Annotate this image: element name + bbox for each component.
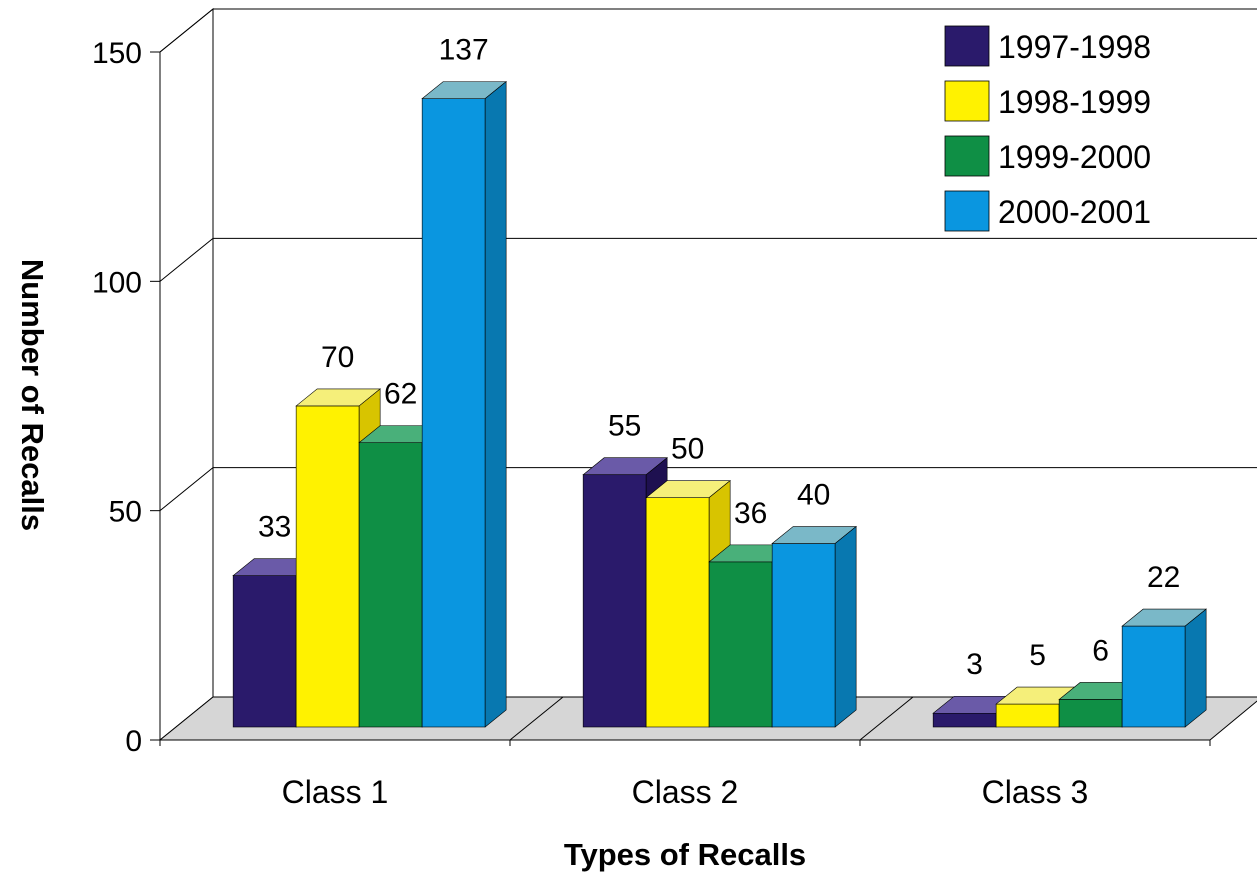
legend: 1997-1998 1998-1999 1999-2000 2000-2001 xyxy=(944,25,1151,232)
floor-divider xyxy=(859,696,914,741)
left-wall xyxy=(159,7,214,742)
value-label: 3 xyxy=(966,648,983,681)
legend-swatch xyxy=(944,25,990,67)
x-axis-title: Types of Recalls xyxy=(564,837,806,872)
bar-front xyxy=(995,703,1060,728)
bar-front xyxy=(708,561,773,728)
bar xyxy=(1121,608,1207,728)
gridlines xyxy=(159,8,1257,512)
bars xyxy=(232,80,1207,728)
value-label: 6 xyxy=(1092,634,1109,667)
legend-swatch xyxy=(944,190,990,232)
bar xyxy=(771,525,857,728)
bar-front xyxy=(582,474,647,728)
bar-front xyxy=(645,497,710,728)
value-label: 5 xyxy=(1029,639,1046,672)
bar-side xyxy=(484,80,507,728)
x-axis: Class 1 Class 2 Class 3 xyxy=(159,696,1211,810)
x-tick-label: Class 2 xyxy=(632,774,739,810)
bar-front xyxy=(1058,699,1123,728)
bar-front xyxy=(1121,625,1186,728)
y-axis-title: Number of Recalls xyxy=(15,259,50,531)
value-label: 22 xyxy=(1147,561,1180,594)
legend-swatch xyxy=(944,135,990,177)
value-label: 62 xyxy=(384,378,417,411)
value-label: 55 xyxy=(608,410,641,443)
bar-front xyxy=(295,405,360,728)
bar xyxy=(421,80,507,728)
legend-label: 2000-2001 xyxy=(998,194,1151,230)
y-tick-label: 100 xyxy=(92,266,142,299)
gridline xyxy=(159,237,1257,282)
y-axis: 0 50 100 150 xyxy=(92,37,161,758)
legend-label: 1999-2000 xyxy=(998,139,1151,175)
bar-front xyxy=(358,442,423,728)
value-label: 36 xyxy=(734,497,767,530)
value-labels: 33 70 62 137 55 50 36 40 3 5 6 22 xyxy=(258,34,1180,682)
bar-front xyxy=(771,543,836,728)
value-label: 70 xyxy=(321,341,354,374)
gridline xyxy=(159,467,1257,512)
legend-label: 1997-1998 xyxy=(998,29,1151,65)
gridline xyxy=(159,8,1257,53)
floor-divider xyxy=(509,696,564,741)
bar-side xyxy=(834,525,857,728)
x-tick-label: Class 3 xyxy=(982,774,1089,810)
value-label: 40 xyxy=(797,479,830,512)
value-label: 33 xyxy=(258,511,291,544)
value-label: 50 xyxy=(671,433,704,466)
bar-front xyxy=(232,575,297,728)
bar-front xyxy=(932,712,997,728)
y-tick-label: 150 xyxy=(92,37,142,70)
value-label: 137 xyxy=(439,34,489,67)
legend-label: 1998-1999 xyxy=(998,84,1151,120)
x-tick-label: Class 1 xyxy=(282,774,389,810)
y-tick-label: 50 xyxy=(109,496,142,529)
y-tick-label: 0 xyxy=(125,725,142,758)
legend-swatch xyxy=(944,80,990,122)
bar-front xyxy=(421,98,486,728)
bar-side xyxy=(1184,608,1207,728)
